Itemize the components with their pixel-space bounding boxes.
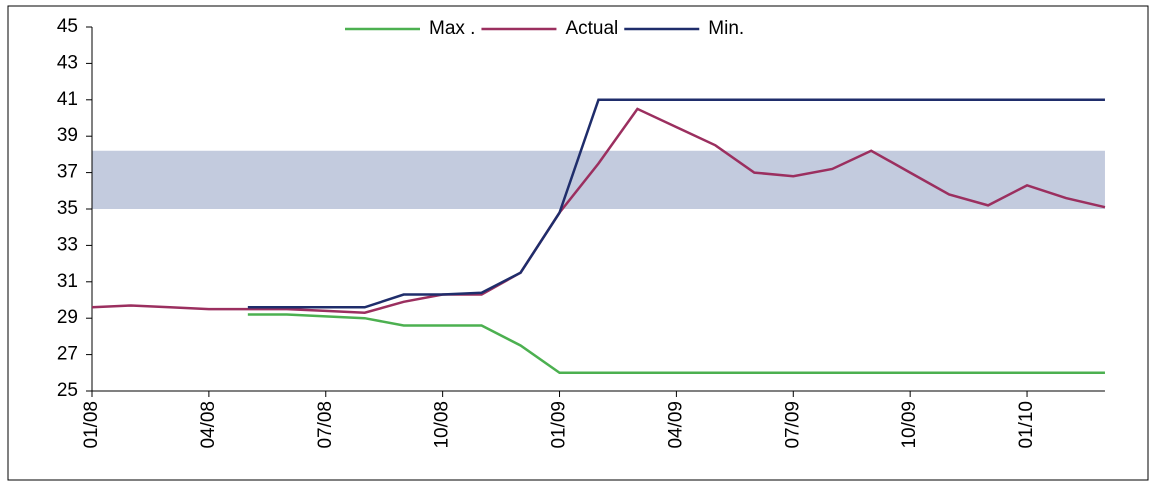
y-tick-label: 39 bbox=[57, 125, 78, 146]
x-tick-label: 07/08 bbox=[315, 401, 336, 449]
legend-label: Min. bbox=[708, 18, 744, 39]
y-tick-label: 25 bbox=[57, 380, 78, 401]
series-line bbox=[247, 98, 1105, 309]
band bbox=[92, 150, 1105, 209]
frame bbox=[7, 5, 1149, 481]
legend-label: Actual bbox=[565, 18, 618, 39]
y-tick-label: 29 bbox=[57, 307, 78, 328]
x-tick-label: 01/09 bbox=[549, 401, 570, 449]
x-tick-label: 01/08 bbox=[81, 401, 102, 449]
x-tick-label: 07/09 bbox=[782, 401, 803, 449]
y-tick-label: 33 bbox=[57, 234, 78, 255]
x-tick-label: 10/08 bbox=[432, 401, 453, 449]
x-tick-label: 04/09 bbox=[665, 401, 686, 449]
series-line bbox=[91, 107, 1106, 314]
y-tick-label: 35 bbox=[57, 198, 78, 219]
y-tick-label: 37 bbox=[57, 162, 78, 183]
y-tick-label: 31 bbox=[57, 271, 78, 292]
series-line bbox=[247, 313, 1105, 375]
y-tick-label: 27 bbox=[57, 344, 78, 365]
x-tick-label: 04/08 bbox=[198, 401, 219, 449]
y-tick-label: 43 bbox=[57, 52, 78, 73]
y-tick-label: 41 bbox=[57, 89, 78, 110]
x-tick-label: 10/09 bbox=[899, 401, 920, 449]
legend-label: Max . bbox=[429, 18, 475, 39]
y-tick-label: 45 bbox=[57, 16, 78, 37]
x-tick-label: 01/10 bbox=[1016, 401, 1037, 449]
